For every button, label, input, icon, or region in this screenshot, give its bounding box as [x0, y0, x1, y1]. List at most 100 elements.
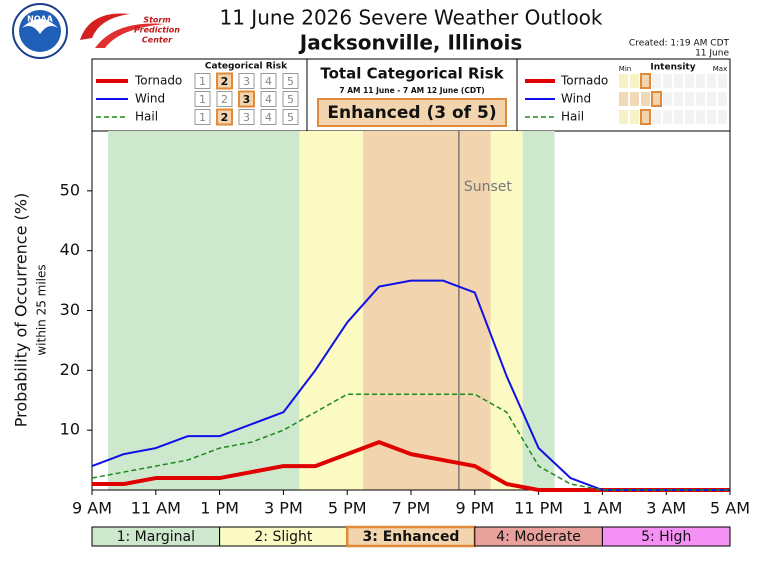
risk-band — [299, 131, 364, 490]
risk-box — [260, 73, 277, 89]
intensity-cell — [707, 110, 716, 124]
legend-label: Tornado — [560, 74, 608, 88]
intensity-cell — [674, 110, 683, 124]
x-tick-label: 5 PM — [328, 499, 367, 518]
risk-box — [238, 90, 255, 108]
legend-label: Wind — [135, 92, 165, 106]
risk-number: 5 — [287, 75, 294, 88]
logo-swoosh — [80, 13, 130, 40]
intensity-cell — [619, 110, 628, 124]
intensity-cell — [630, 110, 639, 124]
risk-number: 3 — [243, 93, 251, 106]
risk-number: 5 — [287, 93, 294, 106]
intensity-cell — [685, 92, 694, 106]
risk-box — [260, 109, 277, 125]
logo-text: Center — [142, 36, 173, 45]
risk-number: 4 — [265, 75, 272, 88]
annotation-label: Sunset — [464, 179, 513, 195]
risk-number: 1 — [199, 111, 206, 124]
spc-logo: Storm Prediction Center — [80, 13, 180, 48]
intensity-cell — [696, 74, 705, 88]
intensity-cell — [674, 74, 683, 88]
intensity-cell — [696, 110, 705, 124]
intensity-cell — [685, 110, 694, 124]
intensity-cell — [641, 92, 650, 106]
risk-box — [238, 109, 255, 125]
noaa-logo: NOAA — [12, 3, 68, 59]
intensity-cell — [651, 91, 662, 107]
risk-number: 1 — [199, 75, 206, 88]
intensity-max: Max — [713, 65, 727, 73]
logo-text: Prediction — [134, 26, 180, 35]
risk-box — [282, 91, 299, 107]
risk-number: 2 — [221, 93, 228, 106]
risk-box — [282, 109, 299, 125]
level-label: 1: Marginal — [117, 529, 195, 545]
intensity-cell — [652, 110, 661, 124]
intensity-cell — [619, 92, 628, 106]
risk-number: 2 — [221, 75, 229, 88]
logo-swoosh — [95, 23, 165, 48]
chart-title: 11 June 2026 Severe Weather Outlook — [220, 6, 603, 30]
risk-number: 5 — [287, 111, 294, 124]
risk-band — [363, 131, 491, 490]
y-axis-title: Probability of Occurrence (%) — [12, 193, 31, 427]
legend-label: Hail — [135, 110, 158, 124]
y-tick-label: 50 — [60, 180, 80, 199]
risk-panel-title: Categorical Risk — [205, 62, 288, 72]
created-text: Created: 1:19 AM CDT — [629, 39, 730, 49]
y-tick-label: 20 — [60, 360, 80, 379]
y-tick-label: 10 — [60, 420, 80, 439]
risk-band — [522, 131, 555, 490]
x-tick-label: 3 AM — [646, 499, 686, 518]
intensity-cell — [663, 74, 672, 88]
intensity-cell — [619, 74, 628, 88]
y-axis-subtitle: within 25 miles — [35, 264, 49, 355]
level-label: 2: Slight — [254, 529, 313, 545]
intensity-cell — [707, 74, 716, 88]
risk-number: 2 — [221, 111, 229, 124]
x-tick-label: 1 AM — [582, 499, 622, 518]
intensity-cell — [674, 92, 683, 106]
intensity-title: Intensity — [650, 63, 695, 73]
series-line — [91, 393, 730, 491]
level-label: 3: Enhanced — [363, 529, 460, 545]
intensity-cell — [630, 92, 639, 106]
total-box — [317, 98, 507, 127]
x-tick-label: 11 PM — [514, 499, 563, 518]
x-tick-label: 9 PM — [455, 499, 494, 518]
risk-box — [282, 73, 299, 89]
intensity-cell — [718, 74, 727, 88]
risk-box — [194, 91, 211, 107]
x-tick-label: 1 PM — [200, 499, 239, 518]
total-label: Enhanced (3 of 5) — [327, 103, 496, 123]
x-tick-label: 11 AM — [131, 499, 181, 518]
risk-box — [216, 72, 233, 90]
risk-number: 4 — [265, 93, 272, 106]
legend-label: Wind — [561, 92, 591, 106]
y-tick-label: 30 — [60, 300, 80, 319]
intensity-cell — [663, 110, 672, 124]
chart-subtitle: Jacksonville, Illinois — [298, 31, 522, 55]
intensity-cell — [685, 74, 694, 88]
intensity-cell — [652, 74, 661, 88]
risk-number: 3 — [243, 111, 250, 124]
risk-box — [238, 73, 255, 89]
level-box — [601, 526, 731, 547]
intensity-cell — [718, 92, 727, 106]
logo-text: NOAA — [27, 15, 53, 24]
risk-box — [216, 91, 233, 107]
y-tick-label: 40 — [60, 240, 80, 259]
intensity-cell — [696, 92, 705, 106]
total-title: Total Categorical Risk — [320, 65, 504, 83]
level-label: 5: High — [641, 529, 691, 545]
intensity-min: Min — [619, 65, 631, 73]
x-tick-label: 9 AM — [72, 499, 112, 518]
total-period: 7 AM 11 June - 7 AM 12 June (CDT) — [339, 86, 484, 95]
x-tick-label: 3 PM — [264, 499, 303, 518]
risk-number: 1 — [199, 93, 206, 106]
x-tick-label: 5 AM — [710, 499, 750, 518]
intensity-cell — [640, 109, 651, 125]
intensity-cell — [630, 74, 639, 88]
